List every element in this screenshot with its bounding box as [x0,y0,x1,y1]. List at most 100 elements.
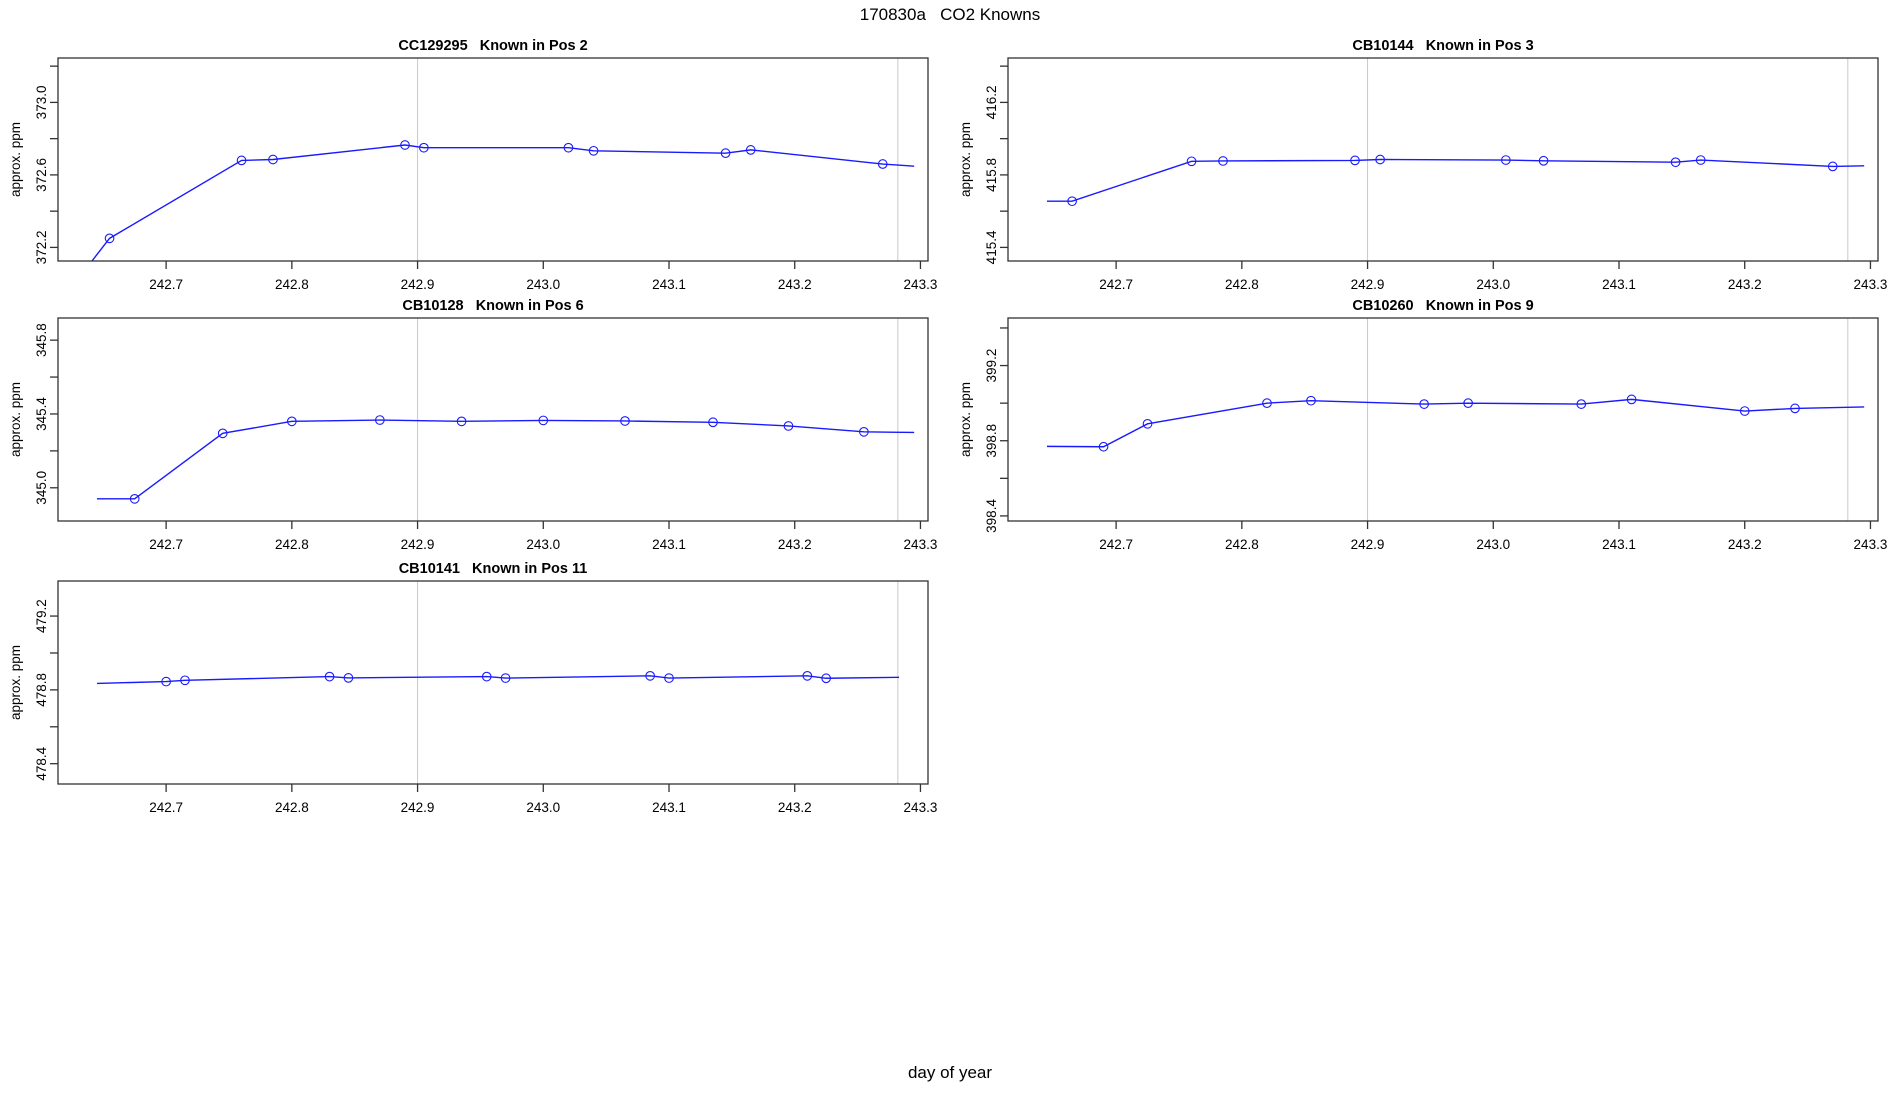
x-tick-label: 243.2 [1728,277,1762,292]
x-tick-label: 242.9 [1351,537,1385,552]
data-point-marker [745,145,756,155]
data-point-marker [1067,196,1077,207]
data-point-marker [286,416,297,427]
data-point-marker [859,427,869,437]
x-tick-label: 243.3 [1854,277,1888,292]
panel-title: CB10128 Known in Pos 6 [402,298,583,314]
x-tick-label: 243.0 [1476,537,1510,552]
panel-title: CB10144 Known in Pos 3 [1352,38,1533,54]
y-tick-label: 478.4 [34,746,49,780]
data-point-marker [1419,399,1429,409]
x-tick-label: 242.9 [401,537,435,552]
data-point-marker [1142,418,1153,429]
panel-title: CB10260 Known in Pos 9 [1352,298,1533,314]
data-point-marker [1218,156,1228,166]
y-tick-label: 416.2 [984,86,999,120]
y-axis-label: approx. ppm [8,382,23,457]
x-tick-label: 242.9 [401,277,435,292]
x-tick-label: 242.8 [275,277,309,292]
data-point-marker [563,142,574,153]
x-tick-label: 242.7 [1099,537,1133,552]
data-point-marker [877,159,888,169]
x-tick-label: 243.1 [652,537,686,552]
x-tick-label: 243.0 [1476,277,1510,292]
data-point-marker [236,155,247,166]
data-point-marker [456,416,467,427]
plot-box [1007,317,1879,522]
y-axis-label: approx. ppm [958,122,973,197]
y-tick-label: 399.2 [984,349,999,383]
y-tick-label: 345.8 [34,323,49,357]
data-point-marker [1463,398,1473,409]
x-tick-label: 242.9 [1351,277,1385,292]
x-tick-label: 242.8 [1225,277,1259,292]
data-point-marker [802,671,813,681]
data-point-marker [1538,155,1549,166]
data-point-marker [1695,155,1706,165]
y-tick-label: 398.8 [984,424,999,458]
data-point-marker [538,415,549,426]
y-axis-label: approx. ppm [958,382,973,457]
x-tick-label: 243.3 [904,800,938,815]
data-point-marker [1375,154,1385,165]
y-tick-label: 479.2 [34,599,49,633]
x-tick-label: 243.0 [526,277,560,292]
x-axis-title: day of year [907,1063,993,1082]
data-point-marker [481,671,492,682]
data-point-marker [1739,406,1750,416]
y-tick-label: 345.4 [34,397,49,431]
x-tick-label: 243.2 [778,800,812,815]
x-tick-label: 243.0 [526,537,560,552]
data-point-marker [268,154,278,165]
data-point-marker [161,676,171,687]
x-tick-label: 243.1 [652,277,686,292]
series-line [96,419,915,500]
data-point-marker [664,673,674,683]
series-line [1046,158,1865,202]
x-tick-label: 243.1 [1602,277,1636,292]
y-tick-label: 415.8 [984,158,999,192]
figure-title: 170830a CO2 Knowns [859,5,1041,24]
data-point-marker [588,145,599,156]
x-tick-label: 243.1 [1602,537,1636,552]
data-point-marker [217,428,228,439]
data-point-marker [821,673,832,684]
data-point-marker [1576,399,1587,409]
x-tick-label: 242.8 [1225,537,1259,552]
x-tick-label: 242.7 [149,800,183,815]
data-point-marker [1262,398,1272,409]
data-point-marker [645,671,656,681]
x-tick-label: 243.1 [652,800,686,815]
plot-box [57,580,929,785]
y-tick-label: 372.2 [34,231,49,265]
data-point-marker [324,671,335,682]
data-point-marker [1501,155,1511,165]
y-tick-label: 415.4 [984,230,999,264]
data-point-marker [620,416,630,426]
data-point-marker [1670,157,1681,168]
data-point-marker [1098,441,1109,452]
data-point-marker [1790,403,1800,414]
data-point-marker [375,415,385,425]
data-point-marker [1186,156,1197,167]
plot-box [1007,57,1879,262]
x-tick-label: 243.2 [1728,537,1762,552]
panel-title: CC129295 Known in Pos 2 [398,38,587,54]
data-point-marker [180,675,190,686]
data-point-marker [419,142,429,153]
x-tick-label: 242.7 [1099,277,1133,292]
panel-title: CB10141 Known in Pos 11 [399,561,588,577]
x-tick-label: 242.9 [401,800,435,815]
data-point-marker [708,417,718,428]
data-point-marker [1306,395,1316,406]
data-point-marker [1626,394,1637,405]
series-line [96,675,900,685]
x-tick-label: 243.3 [904,277,938,292]
y-tick-label: 372.6 [34,158,49,192]
data-point-marker [1350,155,1360,166]
x-tick-label: 243.2 [778,277,812,292]
x-tick-label: 242.7 [149,537,183,552]
x-tick-label: 242.8 [275,537,309,552]
x-tick-label: 243.3 [1854,537,1888,552]
